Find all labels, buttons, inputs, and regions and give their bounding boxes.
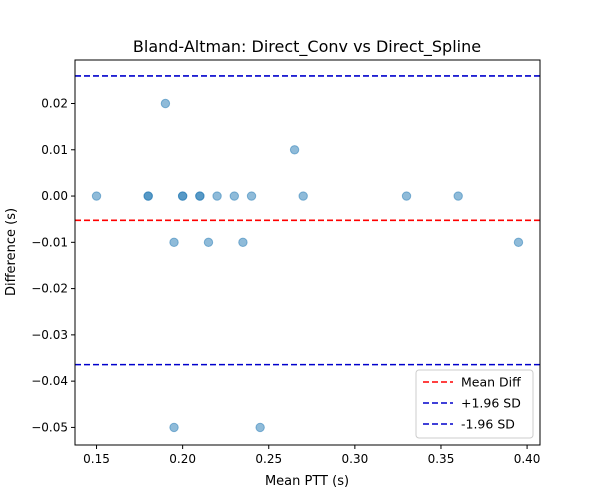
scatter-point	[289, 145, 300, 155]
y-tick-label: 0.02	[41, 96, 68, 110]
x-tick-label: 0.40	[514, 452, 541, 466]
scatter-point	[169, 422, 179, 433]
scatter-point	[203, 237, 214, 248]
scatter-point	[238, 237, 248, 248]
x-tick-label: 0.25	[255, 452, 282, 466]
scatter-point	[453, 191, 463, 201]
reference-lines	[75, 75, 540, 366]
legend-box	[415, 369, 534, 439]
legend-label: -1.96 SD	[461, 417, 515, 432]
x-tick-label: 0.20	[169, 452, 196, 466]
scatter-point	[91, 191, 102, 201]
y-tick-label: −0.03	[31, 328, 68, 342]
scatter-point	[169, 237, 179, 248]
scatter-point	[298, 191, 308, 201]
scatter-points	[91, 98, 524, 433]
scatter-point	[212, 191, 222, 201]
scatter-point	[195, 191, 205, 201]
x-tick-label: 0.35	[428, 452, 455, 466]
plot-frame	[74, 59, 541, 446]
chart-title: Bland-Altman: Direct_Conv vs Direct_Spli…	[133, 37, 481, 57]
x-tick-label: 0.30	[342, 452, 369, 466]
y-tick-label: −0.01	[31, 235, 68, 249]
y-tick-label: 0.01	[41, 143, 68, 157]
scatter-point	[229, 191, 240, 201]
scatter-point	[513, 237, 524, 248]
y-tick-label: −0.05	[31, 420, 68, 434]
y-axis-label: Difference (s)	[4, 208, 19, 296]
y-tick-label: −0.02	[31, 282, 68, 296]
legend: Mean Diff +1.96 SD -1.96 SD	[415, 369, 534, 439]
x-axis-ticks: 0.15 0.20 0.25 0.30 0.35 0.40	[83, 445, 540, 466]
legend-label: +1.96 SD	[461, 396, 521, 411]
y-axis-ticks: 0.02 0.01 0.00 −0.01 −0.02 −0.03 −0.04 −0.05	[31, 96, 75, 434]
y-tick-label: 0.00	[41, 189, 68, 203]
x-tick-label: 0.15	[83, 452, 110, 466]
scatter-point	[255, 422, 265, 433]
scatter-point	[401, 191, 412, 201]
y-tick-label: −0.04	[31, 374, 68, 388]
legend-label: Mean Diff	[461, 375, 521, 390]
scatter-point	[143, 191, 153, 201]
x-axis-label: Mean PTT (s)	[265, 474, 349, 489]
scatter-point	[246, 191, 257, 201]
scatter-point	[177, 191, 188, 201]
scatter-point	[160, 98, 171, 109]
